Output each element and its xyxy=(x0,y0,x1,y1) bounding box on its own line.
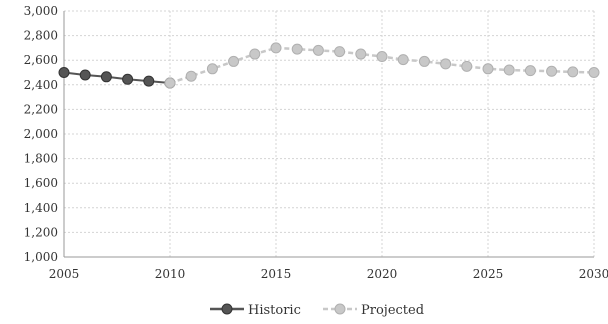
data-point-projected xyxy=(291,43,303,55)
y-tick-label: 1,200 xyxy=(24,225,58,239)
y-tick-label: 2,600 xyxy=(24,53,58,67)
data-point-projected xyxy=(185,70,197,82)
y-tick-label: 2,400 xyxy=(24,78,58,92)
y-axis-tick-labels: 1,000 1,200 1,400 1,600 1,800 2,000 2,200 2,400… xyxy=(24,4,58,264)
x-tick-label: 2015 xyxy=(261,267,292,281)
data-point-projected xyxy=(312,44,324,56)
y-tick-label: 2,800 xyxy=(24,29,58,43)
y-tick-label: 1,600 xyxy=(24,176,58,190)
data-point-projected xyxy=(270,42,282,54)
chart-gridlines xyxy=(63,10,595,258)
y-tick-label: 1,800 xyxy=(24,152,58,166)
x-tick-label: 2025 xyxy=(473,267,504,281)
data-point-projected xyxy=(164,77,176,89)
legend-swatch-marker xyxy=(221,303,233,315)
y-tick-label: 1,400 xyxy=(24,201,58,215)
x-tick-label: 2010 xyxy=(155,267,186,281)
legend-swatch-marker xyxy=(334,303,346,315)
data-point-projected xyxy=(546,65,558,77)
data-point-projected xyxy=(249,48,261,60)
data-point-projected xyxy=(397,54,409,66)
data-point-projected xyxy=(228,55,240,67)
x-tick-label: 2005 xyxy=(49,267,80,281)
y-tick-label: 3,000 xyxy=(24,4,58,18)
data-point-projected xyxy=(524,65,536,77)
data-point-projected xyxy=(334,46,346,58)
data-point-projected xyxy=(503,64,515,76)
data-point-projected xyxy=(355,48,367,60)
x-axis-tick-labels: 2005 2010 2015 2020 2025 2030 xyxy=(49,267,608,281)
data-point-projected xyxy=(588,67,600,78)
data-point-projected xyxy=(206,63,218,75)
data-point-projected xyxy=(461,60,473,72)
data-point-projected xyxy=(482,63,494,75)
chart-axes xyxy=(63,11,594,258)
y-tick-label: 1,000 xyxy=(24,250,58,264)
data-point-historic xyxy=(143,75,155,87)
data-point-historic xyxy=(79,69,91,81)
data-point-historic xyxy=(122,73,134,85)
x-tick-label: 2030 xyxy=(579,267,608,281)
data-point-projected xyxy=(440,58,452,70)
series-points xyxy=(58,42,600,89)
data-point-projected xyxy=(567,66,579,78)
x-tick-label: 2020 xyxy=(367,267,398,281)
y-tick-label: 2,000 xyxy=(24,127,58,141)
legend-label: Historic xyxy=(248,303,301,318)
series-lines xyxy=(63,46,595,85)
data-point-projected xyxy=(376,51,388,63)
chart-legend: Historic Projected xyxy=(210,303,424,318)
data-point-projected xyxy=(418,55,430,67)
y-tick-label: 2,200 xyxy=(24,102,58,116)
data-point-historic xyxy=(100,71,112,83)
legend-label: Projected xyxy=(361,303,424,318)
data-point-historic xyxy=(58,67,70,78)
